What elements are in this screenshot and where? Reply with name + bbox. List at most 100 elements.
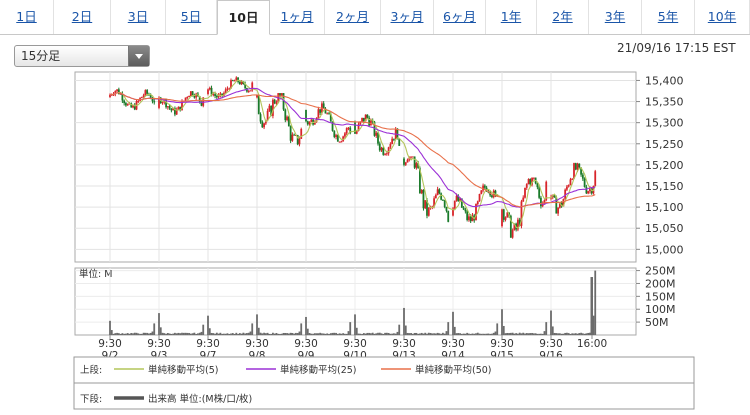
volume-bar [557,333,559,335]
volume-bar [377,332,379,335]
price-tick-label: 15,350 [645,96,684,109]
candle-body [331,121,334,131]
candle-body [328,113,330,115]
volume-bar [366,332,369,335]
tab-12[interactable]: 3年 [589,0,642,34]
candle-body [443,200,446,207]
tab-9[interactable]: 6ヶ月 [434,0,486,34]
volume-bar [189,333,192,335]
volume-bar [589,332,591,335]
chart-datetime: 21/09/16 17:15 EST [617,41,736,55]
volume-bar [538,333,541,335]
volume-bar [132,333,134,335]
candle-body [238,81,241,85]
volume-bar [525,333,528,335]
volume-bar [139,333,141,335]
volume-bar [494,331,497,335]
candle-body [585,187,588,194]
candle-body [313,121,316,125]
volume-bar [331,332,334,335]
volume-bar [587,332,590,335]
volume-bar [496,323,499,335]
candle-body [411,156,414,158]
candle-body [527,179,530,185]
volume-bar [161,332,164,335]
volume-bar [130,333,133,335]
candle-body [562,199,565,207]
x-tick-time-label: 9:30 [539,338,563,350]
volume-bar [244,333,247,335]
candle-body [161,102,164,104]
volume-bar [359,333,362,335]
volume-bar [417,333,420,335]
volume-bar [460,333,463,335]
candle-body [389,144,392,148]
volume-bar [272,332,274,335]
tab-4[interactable]: 5日 [166,0,217,34]
candle-body [480,190,483,194]
volume-bar [536,333,539,335]
tab-13[interactable]: 5年 [642,0,695,34]
candle-body [464,209,467,212]
candle-body [468,216,470,220]
candle-body [580,167,582,175]
candle-body [208,87,211,90]
volume-bar [566,332,568,335]
tab-2[interactable]: 2日 [54,0,111,34]
tab-6[interactable]: 1ヶ月 [270,0,325,34]
interval-select[interactable]: 15分足 [14,45,150,67]
volume-bar [370,333,372,335]
volume-bar [174,332,176,335]
volume-bar [404,325,407,335]
candle-body [198,96,201,102]
volume-bar [413,332,416,335]
tab-1[interactable]: 1日 [0,0,54,34]
volume-bar [431,333,434,335]
tab-8[interactable]: 3ヶ月 [381,0,434,34]
candle-body [151,98,154,102]
candle-body [130,103,133,108]
volume-bar [480,333,483,335]
volume-bar [396,331,399,335]
candle-body [221,93,224,96]
candle-body [272,99,274,116]
candle-body [396,128,399,139]
price-tick-label: 15,300 [645,117,684,130]
candle-body [385,153,388,155]
candle-body [415,163,418,168]
volume-bar [266,332,269,335]
candle-body [324,108,327,114]
tab-3[interactable]: 3日 [111,0,166,34]
candle-body [109,94,111,98]
volume-bar [149,332,152,335]
candle-body [354,122,356,134]
volume-bar [485,333,488,335]
volume-bar [214,333,216,335]
volume-bar [361,333,363,335]
volume-bar [184,332,187,335]
tab-10[interactable]: 1年 [486,0,537,34]
volume-bar [580,332,582,335]
interval-select-value: 15分足 [21,49,61,63]
volume-bar [165,333,167,335]
volume-bar [415,332,418,335]
volume-bar [119,333,122,335]
candle-body [212,94,215,96]
volume-bar [354,314,356,335]
volume-bar [202,324,205,335]
tab-11[interactable]: 2年 [537,0,589,34]
candle-body [483,185,486,188]
candle-body [455,195,458,201]
tab-7[interactable]: 2ヶ月 [325,0,381,34]
candle-body [287,116,290,127]
volume-bar [322,333,325,335]
volume-bar [284,332,287,335]
candle-body [275,102,278,104]
volume-bar [355,327,358,335]
candle-body [249,90,252,92]
candle-body [525,184,528,188]
tab-5[interactable]: 10日 [217,0,270,35]
volume-bar [217,333,220,335]
chevron-down-icon[interactable] [128,46,149,66]
candle-body [165,99,167,108]
